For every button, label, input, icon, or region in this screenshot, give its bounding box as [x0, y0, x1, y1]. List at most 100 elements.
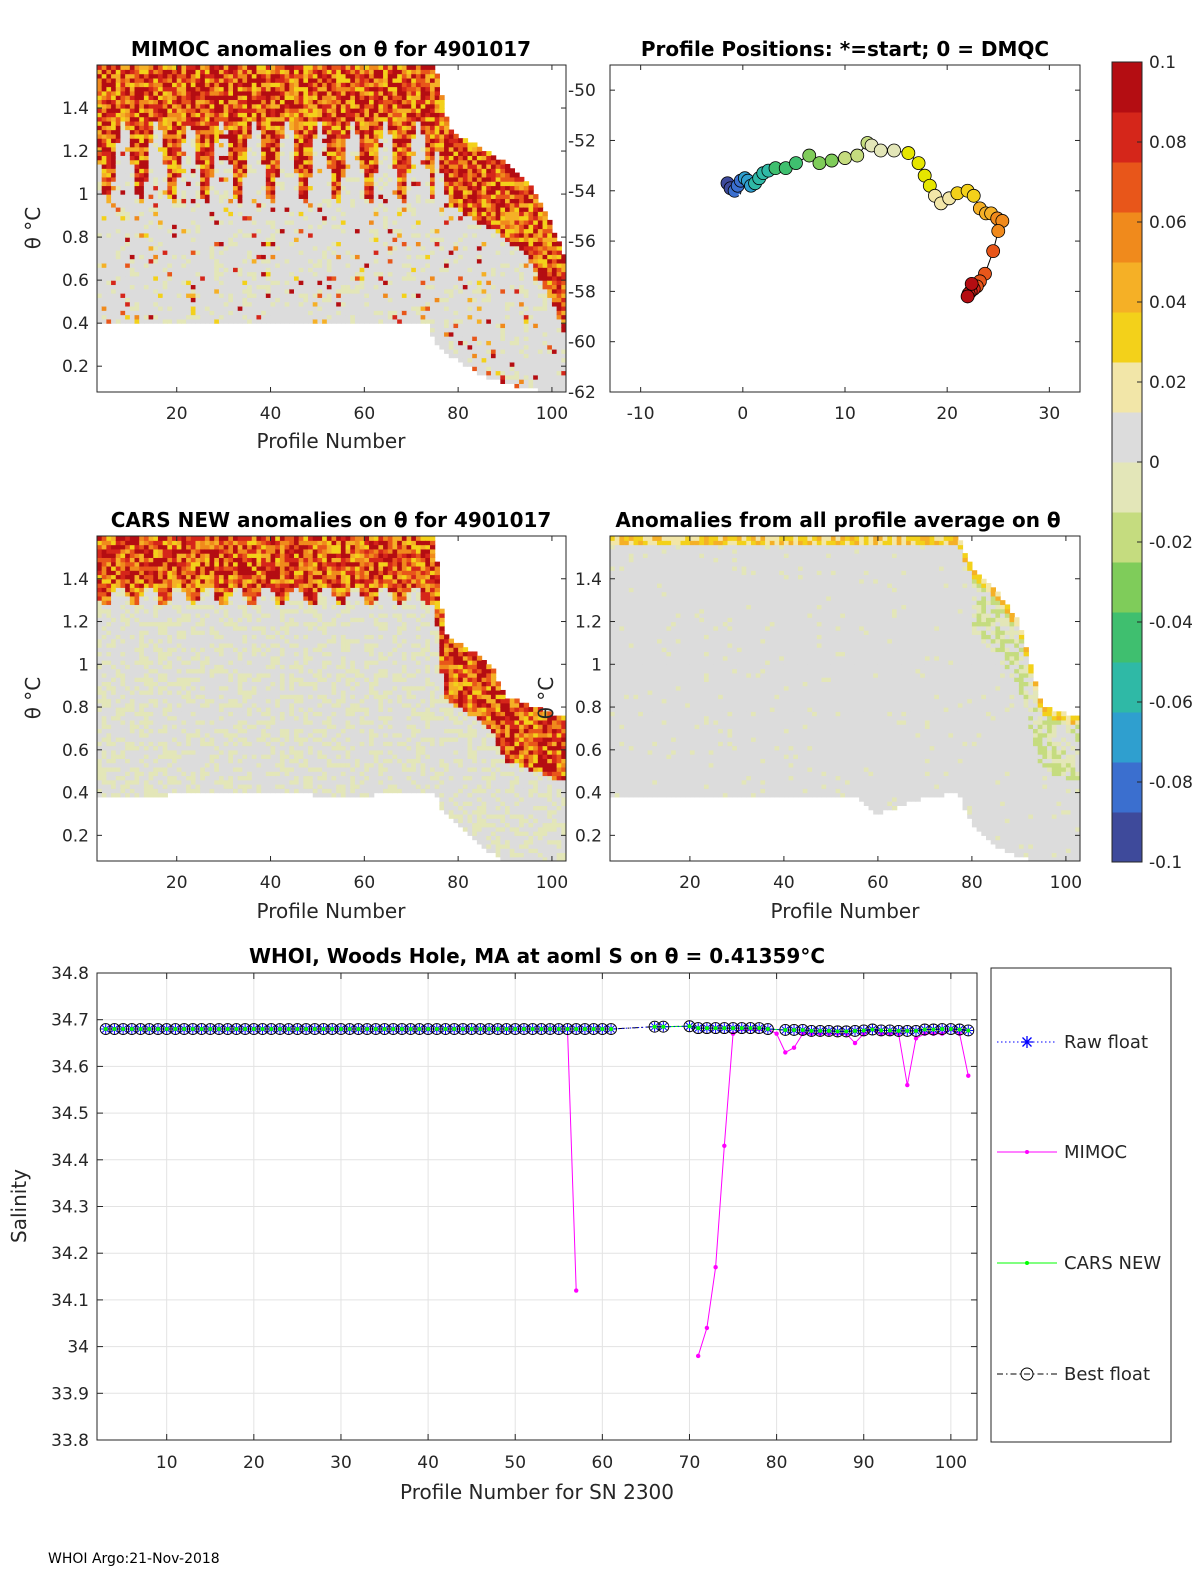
heatmap-cell [434, 250, 440, 255]
heatmap-cell [242, 232, 248, 238]
heatmap-cell [401, 181, 408, 187]
heatmap-cell [139, 120, 145, 126]
heatmap-cell [172, 151, 178, 156]
heatmap-cell [303, 116, 309, 122]
heatmap-cell [340, 82, 347, 88]
heatmap-cell [279, 314, 286, 320]
heatmap-cell [190, 168, 197, 174]
heatmap-cell [214, 168, 220, 174]
heatmap-cell [444, 280, 450, 286]
heatmap-cell [354, 305, 361, 311]
heatmap-cell [411, 138, 417, 144]
heatmap-cell [284, 228, 290, 234]
heatmap-cell [218, 254, 225, 260]
heatmap-cell [148, 159, 154, 165]
heatmap-cell [279, 250, 286, 255]
heatmap-cell [125, 159, 131, 165]
heatmap-cell [462, 331, 469, 337]
heatmap-cell [261, 288, 267, 294]
heatmap-cell [106, 267, 112, 273]
heatmap-cell [415, 288, 422, 294]
heatmap-cell [467, 357, 473, 363]
heatmap-cell [336, 172, 342, 178]
heatmap-cell [195, 241, 201, 247]
heatmap-cell [308, 202, 314, 208]
heatmap-cell [486, 194, 492, 199]
heatmap-cell [228, 90, 234, 96]
heatmap-cell [425, 314, 431, 320]
heatmap-cell [176, 254, 183, 260]
heatmap-cell [261, 318, 267, 324]
heatmap-cell [186, 211, 192, 217]
heatmap-cell [378, 271, 384, 277]
heatmap-cell [200, 108, 206, 113]
heatmap-cell [223, 129, 229, 135]
heatmap-cell [256, 159, 262, 165]
heatmap-cell [228, 112, 234, 118]
heatmap-cell [97, 86, 103, 92]
heatmap-cell [190, 206, 197, 212]
heatmap-cell [383, 310, 389, 316]
heatmap-cell [279, 159, 286, 165]
heatmap-cell [275, 99, 281, 105]
heatmap-cell [237, 151, 243, 156]
heatmap-cell [359, 176, 365, 182]
heatmap-cell [429, 168, 436, 174]
heatmap-cell [186, 163, 192, 169]
heatmap-cell [162, 284, 168, 290]
heatmap-cell [429, 108, 436, 113]
heatmap-cell [293, 77, 300, 83]
heatmap-cell [120, 103, 126, 109]
heatmap-cell [256, 250, 262, 255]
heatmap-cell [125, 206, 131, 212]
heatmap-cell [223, 241, 229, 247]
heatmap-cell [204, 297, 211, 303]
heatmap-cell [308, 99, 314, 105]
heatmap-cell [401, 73, 408, 79]
heatmap-cell [369, 189, 375, 195]
heatmap-cell [308, 250, 314, 255]
heatmap-cell [415, 232, 422, 238]
heatmap-cell [303, 159, 309, 165]
heatmap-cell [434, 125, 440, 131]
heatmap-cell [298, 138, 304, 144]
heatmap-cell [162, 95, 168, 101]
heatmap-cell [279, 82, 286, 88]
heatmap-cell [462, 297, 469, 303]
heatmap-cell [448, 267, 455, 273]
heatmap-cell [200, 241, 206, 247]
heatmap-cell [336, 250, 342, 255]
heatmap-cell [406, 90, 412, 96]
heatmap-cell [293, 142, 300, 148]
heatmap-cell [251, 181, 258, 187]
heatmap-cell [190, 142, 197, 148]
heatmap-cell [148, 305, 154, 311]
heatmap-cell [237, 90, 243, 96]
heatmap-cell [120, 250, 126, 255]
heatmap-cell [350, 280, 356, 286]
heatmap-cell [284, 65, 290, 70]
heatmap-cell [406, 133, 412, 139]
heatmap-cell [190, 108, 197, 113]
heatmap-cell [167, 280, 173, 286]
heatmap-cell [176, 224, 183, 230]
heatmap-cell [439, 163, 445, 169]
heatmap-cell [233, 254, 239, 260]
heatmap-cell [373, 168, 379, 174]
heatmap-cell [467, 344, 473, 350]
heatmap-cell [242, 69, 248, 75]
heatmap-cell [209, 142, 215, 148]
heatmap-cell [359, 146, 365, 152]
heatmap-cell [476, 301, 483, 307]
heatmap-cell [172, 194, 178, 199]
heatmap-cell [387, 99, 394, 105]
heatmap-cell [420, 65, 426, 70]
heatmap-cell [265, 99, 272, 105]
heatmap-cell [157, 219, 164, 225]
heatmap-cell [378, 77, 384, 83]
heatmap-cell [129, 142, 136, 148]
heatmap-cell [448, 301, 455, 307]
heatmap-cell [176, 77, 183, 83]
heatmap-cell [190, 172, 197, 178]
heatmap-cell [434, 168, 440, 174]
